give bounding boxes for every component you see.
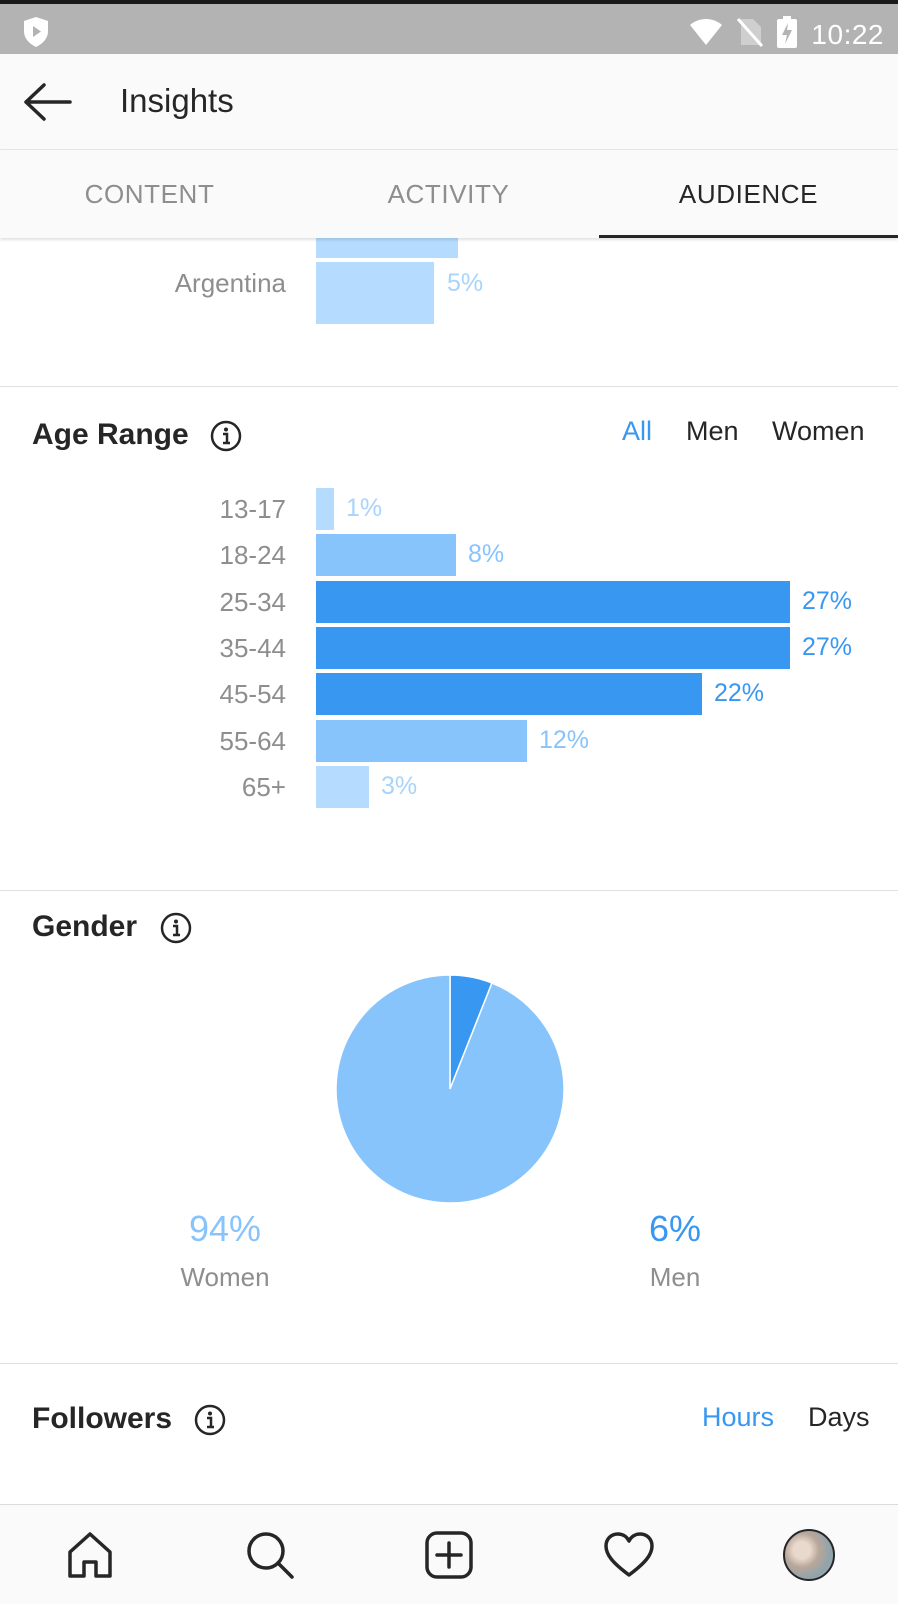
age-bar [316,720,527,762]
insights-content[interactable]: Argentina 5% Age Range All Men Women 13-… [0,238,898,1504]
avatar [783,1529,835,1581]
status-bar: 10:22 [0,0,898,54]
bottom-nav [0,1504,898,1604]
add-post-icon[interactable] [421,1527,477,1583]
age-value: 27% [802,587,853,615]
age-bar [316,627,790,669]
women-percent: 94% [188,1208,262,1249]
followers-filter-hours[interactable]: Hours [702,1402,775,1432]
heart-icon[interactable] [601,1527,657,1583]
age-value: 3% [381,772,418,800]
shield-icon [22,16,50,53]
gender-info-icon[interactable] [160,912,192,944]
age-value: 12% [539,726,590,754]
age-label: 35-44 [219,633,287,663]
divider [0,1363,898,1364]
age-bar [316,534,456,576]
age-range-title: Age Range [32,418,189,451]
age-value: 8% [468,540,505,568]
divider [0,386,898,387]
age-bar [316,673,702,715]
men-percent: 6% [648,1208,702,1249]
age-value: 22% [714,679,765,707]
age-label: 25-34 [219,587,287,617]
age-filter-women[interactable]: Women [772,416,865,446]
back-arrow-icon[interactable] [22,82,74,122]
followers-info-icon[interactable] [194,1404,226,1436]
status-time: 10:22 [811,18,884,50]
location-bar [316,262,434,324]
tab-audience[interactable]: AUDIENCE [599,150,898,238]
search-icon[interactable] [242,1527,298,1583]
gender-pie-chart [334,973,566,1205]
women-label: Women [180,1262,270,1292]
followers-filter-days[interactable]: Days [808,1402,870,1432]
age-label: 13-17 [219,494,287,524]
location-bar-partial [316,238,458,258]
followers-title: Followers [32,1402,173,1435]
age-label: 65+ [241,772,286,802]
age-bar [316,581,790,623]
tab-activity[interactable]: ACTIVITY [387,178,510,209]
location-value: 5% [447,269,484,297]
no-sim-icon [737,17,764,52]
age-bar [316,766,369,808]
divider [0,890,898,891]
age-filter-men[interactable]: Men [686,416,739,446]
page-title: Insights [120,82,234,119]
age-label: 18-24 [219,540,287,570]
age-value: 27% [802,633,853,661]
profile-avatar[interactable] [781,1527,837,1583]
age-bar [316,488,334,530]
men-label: Men [649,1262,701,1292]
gender-title: Gender [32,910,138,943]
age-filter-all[interactable]: All [622,416,653,446]
age-value: 1% [346,494,383,522]
age-label: 55-64 [219,726,287,756]
tab-content[interactable]: CONTENT [84,178,215,209]
tab-bar: CONTENT ACTIVITY AUDIENCE [0,150,898,238]
battery-charging-icon [777,16,798,53]
age-label: 45-54 [219,679,287,709]
home-icon[interactable] [62,1527,118,1583]
location-label: Argentina [174,268,286,298]
age-range-info-icon[interactable] [210,420,242,452]
wifi-icon [689,18,723,51]
app-bar: Insights [0,54,898,150]
pie-slice-women [335,974,565,1204]
